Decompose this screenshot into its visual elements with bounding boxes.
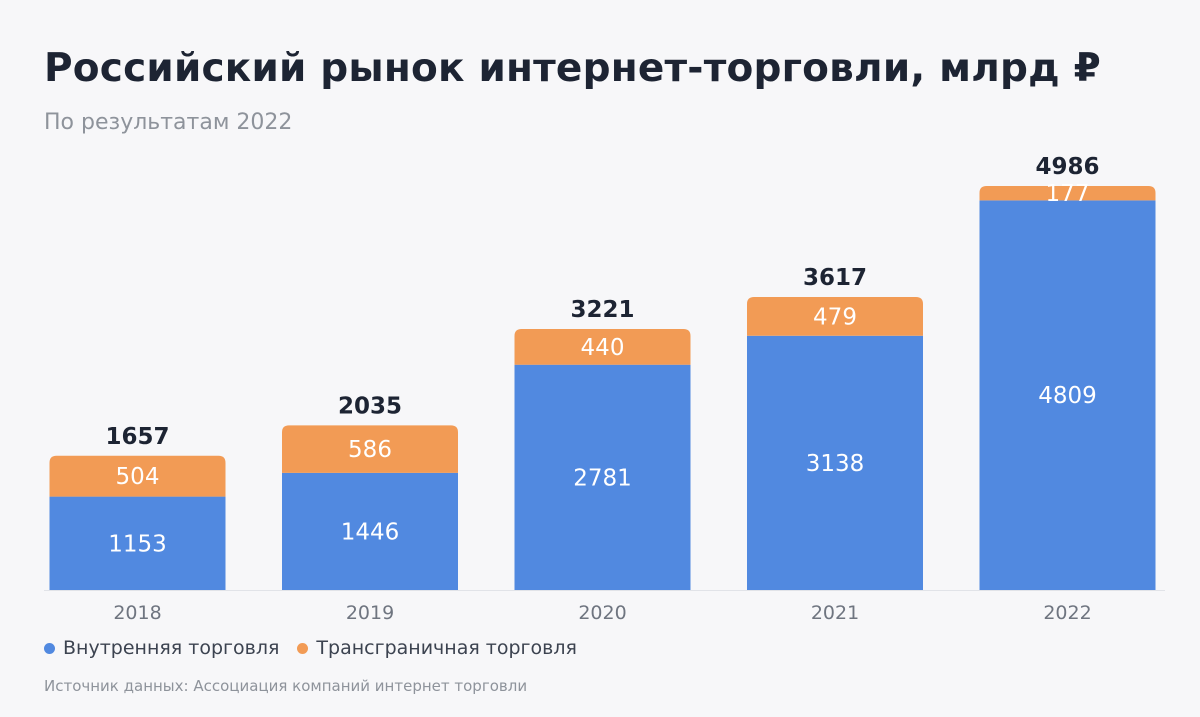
x-tick-label-2020: 2020 xyxy=(578,602,626,624)
chart-subtitle: По результатам 2022 xyxy=(44,110,293,135)
label-crossborder-2018: 504 xyxy=(116,464,160,490)
label-domestic-2022: 4809 xyxy=(1038,383,1097,409)
label-domestic-2020: 2781 xyxy=(573,465,632,491)
legend-swatch-crossborder xyxy=(297,642,309,654)
legend-swatch-domestic xyxy=(44,642,55,654)
label-total-2018: 1657 xyxy=(105,424,169,450)
label-domestic-2021: 3138 xyxy=(806,451,865,477)
label-total-2020: 3221 xyxy=(570,297,634,323)
label-domestic-2018: 1153 xyxy=(108,531,167,557)
label-domestic-2019: 1446 xyxy=(341,519,400,545)
bar-crossborder-2021 xyxy=(747,296,923,336)
bar-crossborder-2019 xyxy=(282,425,458,473)
bar-domestic-2021 xyxy=(747,335,923,590)
bar-crossborder-2022 xyxy=(979,186,1156,201)
chart-title: Российский рынок интернет-торговли, млрд… xyxy=(44,46,1101,91)
label-crossborder-2020: 440 xyxy=(581,335,625,361)
bar-domestic-2020 xyxy=(514,364,691,590)
data-source-note: Источник данных: Ассоциация компаний инт… xyxy=(44,677,528,695)
x-tick-label-2021: 2021 xyxy=(811,602,859,624)
x-tick-label-2019: 2019 xyxy=(346,602,394,624)
bar-crossborder-2020 xyxy=(514,329,691,365)
bar-domestic-2018 xyxy=(49,496,226,590)
label-total-2019: 2035 xyxy=(338,393,402,419)
label-crossborder-2019: 586 xyxy=(348,437,392,463)
bar-crossborder-2018 xyxy=(49,455,226,497)
legend-label-crossborder: Трансграничная торговля xyxy=(316,637,577,659)
legend: Внутренняя торговля Трансграничная торго… xyxy=(44,637,577,659)
bar-domestic-2022 xyxy=(979,200,1156,590)
label-total-2022: 4986 xyxy=(1035,154,1099,180)
legend-item-crossborder: Трансграничная торговля xyxy=(297,637,577,659)
x-tick-label-2018: 2018 xyxy=(113,602,161,624)
label-total-2021: 3617 xyxy=(803,265,867,291)
label-crossborder-2021: 479 xyxy=(813,304,857,330)
legend-item-domestic: Внутренняя торговля xyxy=(44,637,279,659)
legend-label-domestic: Внутренняя торговля xyxy=(63,637,280,659)
label-crossborder-2022: 177 xyxy=(1046,181,1090,207)
bar-domestic-2019 xyxy=(282,472,458,590)
x-tick-label-2022: 2022 xyxy=(1043,602,1091,624)
